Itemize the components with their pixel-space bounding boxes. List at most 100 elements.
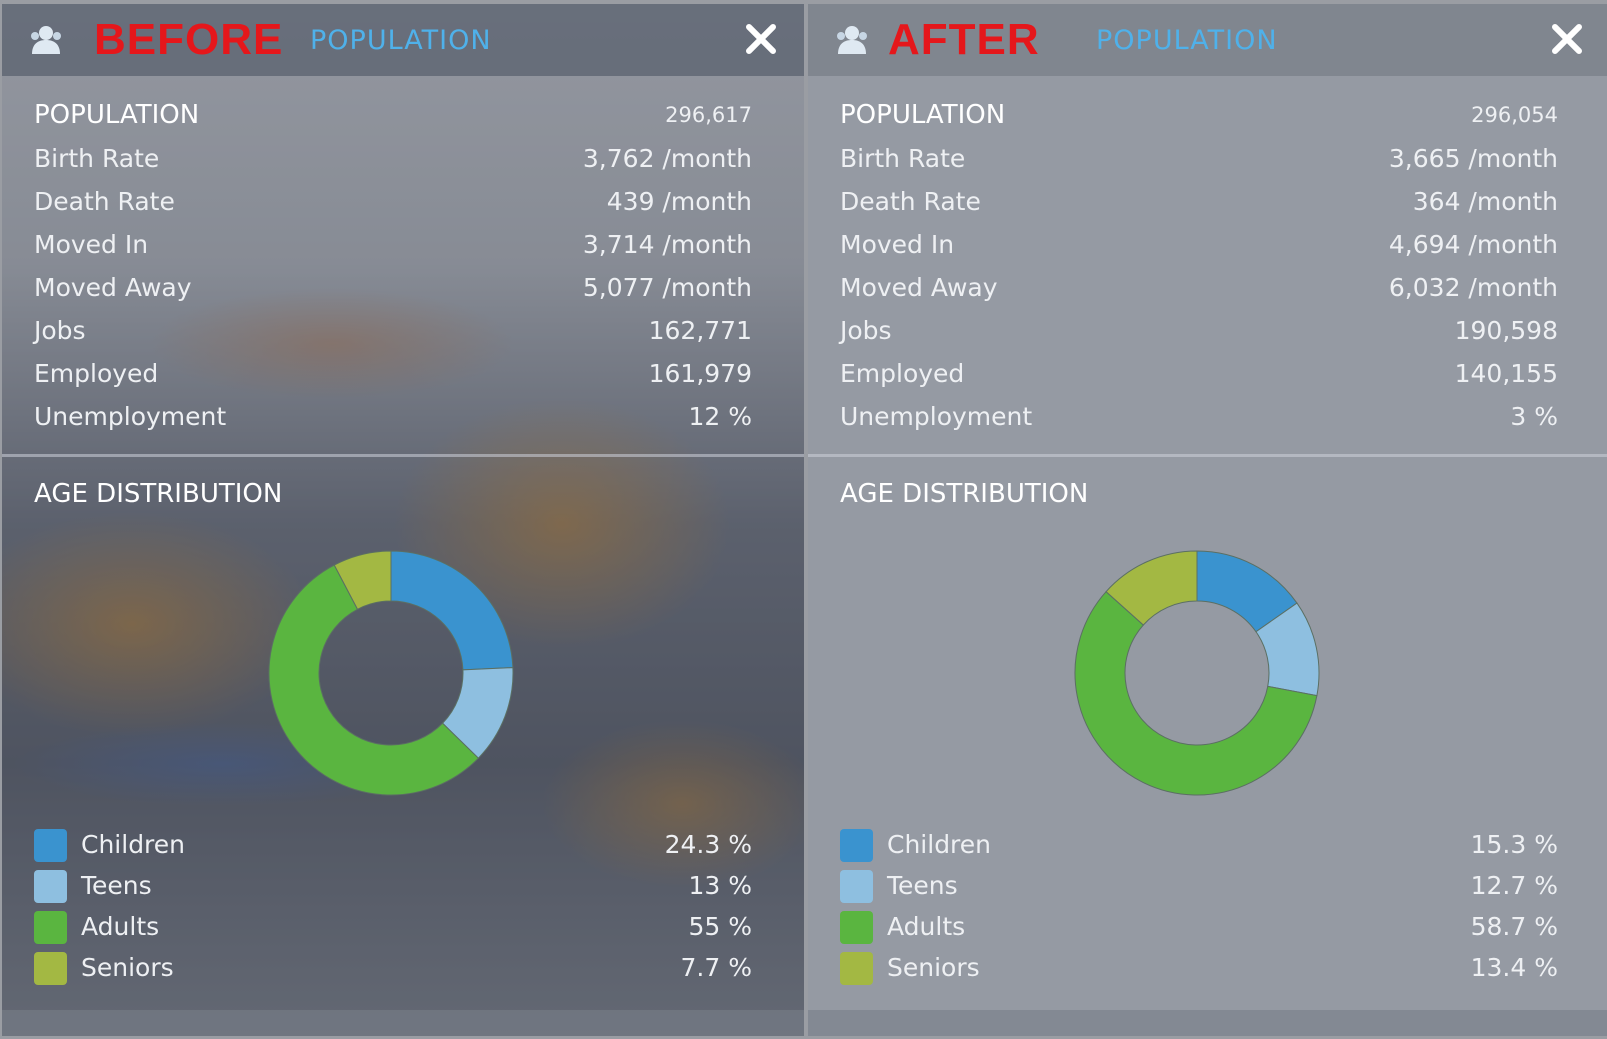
- stat-row-unemployment: Unemployment 3 %: [840, 395, 1558, 438]
- stat-label: Unemployment: [840, 402, 1033, 431]
- stat-row-birth-rate: Birth Rate 3,665 /month: [840, 137, 1558, 180]
- stat-label: Birth Rate: [840, 144, 966, 173]
- stat-row-moved-away: Moved Away 6,032 /month: [840, 266, 1558, 309]
- legend-value: 13.4 %: [1470, 953, 1558, 982]
- donut-slice-seniors: [333, 550, 392, 610]
- stat-value: 4,694 /month: [1388, 230, 1558, 259]
- close-icon[interactable]: [744, 22, 778, 56]
- stat-label: POPULATION: [34, 100, 200, 130]
- panel-tab-title[interactable]: POPULATION: [310, 25, 492, 56]
- donut-slice-adults: [1074, 590, 1318, 796]
- stat-row-death-rate: Death Rate 439 /month: [34, 180, 752, 223]
- legend-value: 13 %: [688, 871, 752, 900]
- stat-label: Jobs: [34, 316, 86, 345]
- panel-header: AFTER POPULATION: [808, 4, 1607, 76]
- stat-row-moved-in: Moved In 3,714 /month: [34, 223, 752, 266]
- stat-row-jobs: Jobs 190,598: [840, 309, 1558, 352]
- legend-row-adults: Adults 55 %: [34, 906, 752, 947]
- legend-row-children: Children 15.3 %: [840, 824, 1558, 865]
- panel-header: BEFORE POPULATION: [2, 4, 804, 76]
- legend-label: Teens: [887, 871, 958, 900]
- stat-row-unemployment: Unemployment 12 %: [34, 395, 752, 438]
- stat-label: Unemployment: [34, 402, 227, 431]
- stat-label: Death Rate: [840, 187, 981, 216]
- close-icon[interactable]: [1550, 22, 1584, 56]
- legend-value: 12.7 %: [1470, 871, 1558, 900]
- legend-swatch: [34, 952, 67, 985]
- after-population-panel: AFTER POPULATION POPULATION 296,054 Birt…: [808, 4, 1607, 1036]
- legend-swatch: [840, 829, 873, 862]
- comparison-tag: BEFORE: [94, 15, 284, 64]
- person-icon: [837, 26, 867, 54]
- stat-value: 3,714 /month: [582, 230, 752, 259]
- stat-row-moved-in: Moved In 4,694 /month: [840, 223, 1558, 266]
- donut-slice-seniors: [1105, 550, 1198, 626]
- legend-row-adults: Adults 58.7 %: [840, 906, 1558, 947]
- stat-value: 296,054: [1471, 103, 1558, 127]
- stat-row-birth-rate: Birth Rate 3,762 /month: [34, 137, 752, 180]
- legend-label: Teens: [81, 871, 152, 900]
- legend-value: 7.7 %: [680, 953, 752, 982]
- stat-value: 439 /month: [606, 187, 752, 216]
- legend-value: 55 %: [688, 912, 752, 941]
- population-stats: POPULATION 296,054 Birth Rate 3,665 /mon…: [840, 94, 1558, 438]
- legend-value: 15.3 %: [1470, 830, 1558, 859]
- donut-slice-adults: [268, 564, 480, 796]
- legend-value: 58.7 %: [1470, 912, 1558, 941]
- panel-tab-title[interactable]: POPULATION: [1096, 25, 1278, 56]
- legend-row-seniors: Seniors 7.7 %: [34, 947, 752, 988]
- comparison-tag: AFTER: [888, 15, 1040, 64]
- population-total-row: POPULATION 296,054: [840, 94, 1558, 137]
- stat-value: 161,979: [648, 359, 752, 388]
- stat-value: 190,598: [1454, 316, 1558, 345]
- stat-label: Birth Rate: [34, 144, 160, 173]
- stat-label: Moved Away: [840, 273, 998, 302]
- panel-background: [808, 4, 1607, 1036]
- age-distribution-title: AGE DISTRIBUTION: [34, 479, 283, 509]
- stat-row-employed: Employed 161,979: [34, 352, 752, 395]
- legend-swatch: [34, 829, 67, 862]
- panel-footer: [808, 1010, 1607, 1036]
- stat-value: 296,617: [665, 103, 752, 127]
- age-distribution-title: AGE DISTRIBUTION: [840, 479, 1089, 509]
- stat-value: 3,762 /month: [582, 144, 752, 173]
- legend-label: Adults: [81, 912, 160, 941]
- city-background: [2, 4, 804, 1036]
- stat-value: 3 %: [1510, 402, 1558, 431]
- legend-label: Children: [887, 830, 992, 859]
- stat-value: 3,665 /month: [1388, 144, 1558, 173]
- age-legend: Children 24.3 % Teens 13 % Adults 55 % S…: [34, 824, 752, 988]
- age-distribution-donut: [268, 550, 514, 796]
- stat-label: Moved In: [840, 230, 955, 259]
- age-distribution-donut: [1074, 550, 1320, 796]
- legend-row-seniors: Seniors 13.4 %: [840, 947, 1558, 988]
- stat-label: Employed: [34, 359, 159, 388]
- stat-label: Employed: [840, 359, 965, 388]
- panel-overlay: [2, 4, 804, 1036]
- legend-swatch: [840, 952, 873, 985]
- legend-label: Children: [81, 830, 186, 859]
- stat-value: 5,077 /month: [582, 273, 752, 302]
- legend-label: Adults: [887, 912, 966, 941]
- legend-row-teens: Teens 13 %: [34, 865, 752, 906]
- stat-row-employed: Employed 140,155: [840, 352, 1558, 395]
- stat-value: 364 /month: [1412, 187, 1558, 216]
- section-divider: [808, 454, 1607, 457]
- legend-swatch: [34, 870, 67, 903]
- stat-row-jobs: Jobs 162,771: [34, 309, 752, 352]
- age-legend: Children 15.3 % Teens 12.7 % Adults 58.7…: [840, 824, 1558, 988]
- panel-footer: [2, 1010, 804, 1036]
- stat-label: Jobs: [840, 316, 892, 345]
- stat-label: Moved In: [34, 230, 149, 259]
- legend-swatch: [840, 911, 873, 944]
- legend-label: Seniors: [81, 953, 174, 982]
- legend-row-children: Children 24.3 %: [34, 824, 752, 865]
- population-stats: POPULATION 296,617 Birth Rate 3,762 /mon…: [34, 94, 752, 438]
- stat-value: 162,771: [648, 316, 752, 345]
- person-icon: [31, 26, 61, 54]
- legend-label: Seniors: [887, 953, 980, 982]
- section-divider: [2, 454, 804, 457]
- legend-swatch: [840, 870, 873, 903]
- stat-value: 6,032 /month: [1388, 273, 1558, 302]
- legend-row-teens: Teens 12.7 %: [840, 865, 1558, 906]
